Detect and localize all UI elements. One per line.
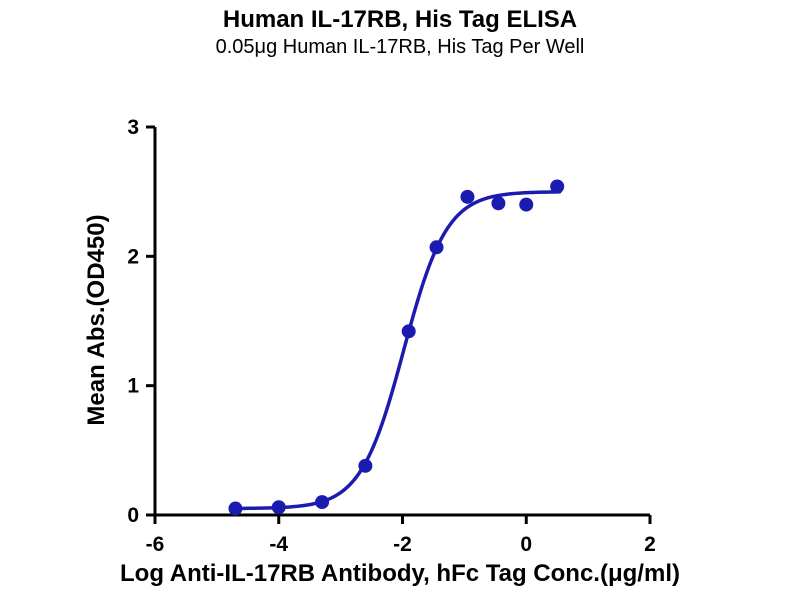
data-point xyxy=(271,500,286,515)
data-point xyxy=(491,196,506,211)
y-axis-title: Mean Abs.(OD450) xyxy=(83,214,110,426)
fit-curve xyxy=(233,190,562,511)
data-point xyxy=(519,197,534,212)
data-point xyxy=(358,458,373,473)
x-tick-label: 2 xyxy=(644,533,656,556)
y-tick-label: 0 xyxy=(127,504,139,527)
data-point xyxy=(228,501,243,516)
chart-title: Human IL-17RB, His Tag ELISA xyxy=(222,6,578,33)
y-tick-label: 1 xyxy=(127,375,139,398)
data-point xyxy=(460,189,475,204)
axes xyxy=(153,127,650,517)
x-tick-label: 0 xyxy=(520,533,532,556)
data-point xyxy=(315,495,330,510)
x-tick-label: -6 xyxy=(146,533,165,556)
data-point xyxy=(550,179,565,194)
x-tick-label: -2 xyxy=(393,533,412,556)
chart-subtitle: 0.05μg Human IL-17RB, His Tag Per Well xyxy=(215,36,585,58)
data-point xyxy=(401,324,416,339)
y-tick-label: 2 xyxy=(127,245,139,268)
y-tick-label: 3 xyxy=(127,116,139,139)
x-tick-label: -4 xyxy=(269,533,288,556)
x-axis-title: Log Anti-IL-17RB Antibody, hFc Tag Conc.… xyxy=(120,560,680,587)
data-point xyxy=(429,240,444,255)
